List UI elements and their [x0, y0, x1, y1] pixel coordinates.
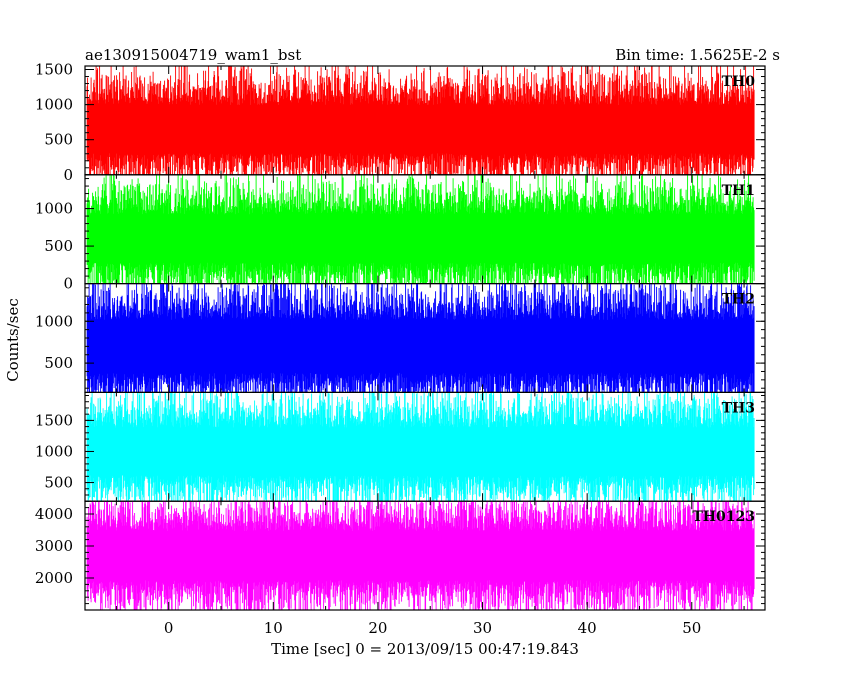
panel-label-th3: TH3: [722, 400, 755, 416]
panel-th3: 500 1000 1500 TH3: [35, 391, 766, 502]
panel-th0123: 2000 3000 4000 TH0123: [35, 500, 766, 611]
y-tick-label: 3000: [35, 537, 73, 555]
y-tick-label: 2000: [35, 569, 73, 587]
y-tick-label: 500: [44, 354, 73, 372]
y-tick-label: 1000: [35, 442, 73, 460]
chart-title: ae130915004719_wam1_bst: [85, 46, 301, 64]
x-axis-label: Time [sec] 0 = 2013/09/15 00:47:19.843: [271, 640, 579, 658]
x-axis: 0 10 20 30 40 50: [164, 619, 701, 637]
series-th1: [86, 174, 755, 284]
y-tick-label: 1000: [35, 312, 73, 330]
panel-th0: 0 500 1000 1500 TH0: [35, 61, 766, 184]
bin-time-label: Bin time: 1.5625E-2 s: [615, 46, 780, 64]
y-tick-label: 1000: [35, 96, 73, 114]
x-tick-label: 50: [682, 619, 701, 637]
panel-th1: 0 500 1000 TH1: [35, 174, 766, 293]
series-th0123: [86, 501, 755, 610]
x-tick-label: 0: [164, 619, 174, 637]
x-tick-label: 40: [578, 619, 597, 637]
panels-group: 0 500 1000 1500 TH0 0 500 1000 TH1 500 1000 TH2 500 1…: [35, 61, 766, 611]
panel-label-th1: TH1: [722, 183, 755, 199]
panel-frame: [84, 500, 766, 611]
y-tick-label: 1500: [35, 411, 73, 429]
series-th0: [86, 66, 755, 175]
panel-label-th0: TH0: [722, 74, 756, 90]
y-tick-label: 1500: [35, 61, 73, 79]
x-tick-label: 30: [473, 619, 492, 637]
y-tick-label: 0: [63, 166, 73, 184]
y-tick-label: 500: [44, 131, 73, 149]
y-tick-label: 0: [63, 275, 73, 293]
y-tick-label: 500: [44, 474, 73, 492]
x-tick-label: 20: [368, 619, 387, 637]
y-tick-label: 4000: [35, 505, 73, 523]
series-th3: [86, 392, 755, 502]
panel-label-th2: TH2: [722, 292, 755, 308]
y-axis-label: Counts/sec: [4, 298, 22, 382]
panel-th2: 500 1000 TH2: [35, 283, 766, 394]
panel-label-th0123: TH0123: [692, 509, 755, 525]
y-tick-label: 1000: [35, 200, 73, 218]
y-tick-label: 500: [44, 237, 73, 255]
x-tick-label: 10: [264, 619, 283, 637]
series-th2: [86, 283, 755, 393]
